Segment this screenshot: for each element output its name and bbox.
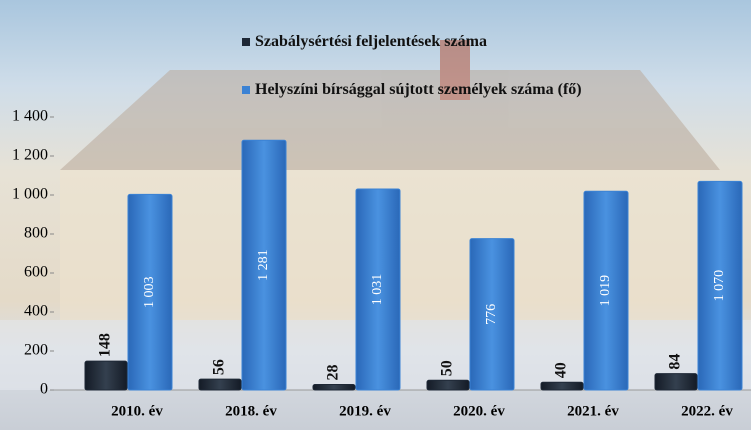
- bar: [697, 180, 743, 391]
- y-tick-label: 1 000: [12, 186, 48, 203]
- y-tick-label: 200: [24, 342, 48, 359]
- y-tick-label: 600: [24, 264, 48, 281]
- bar: [426, 379, 470, 391]
- legend-swatch: [242, 38, 250, 46]
- x-tick-label: 2022. év: [681, 403, 733, 419]
- legend-label: Helyszíni bírsággal sújtott személyek sz…: [255, 81, 582, 98]
- bar: [469, 238, 515, 391]
- x-tick-label: 2020. év: [453, 403, 505, 419]
- y-tick-label: 1 400: [12, 108, 48, 125]
- bar: [583, 190, 629, 391]
- bar: [355, 188, 401, 391]
- y-tick-label: 1 200: [12, 147, 48, 164]
- x-tick-label: 2019. év: [339, 403, 391, 419]
- bar: [127, 193, 173, 391]
- legend-label: Szabálysértési feljelentések száma: [255, 33, 487, 50]
- y-tick-label: 400: [24, 303, 48, 320]
- x-tick-label: 2021. év: [567, 403, 619, 419]
- value-label: 84: [667, 354, 684, 370]
- y-tick-label: 800: [24, 225, 48, 242]
- legend-item: Helyszíni bírsággal sújtott személyek sz…: [242, 80, 627, 100]
- y-tick-label: 0: [40, 381, 48, 398]
- value-label: 1 031: [370, 274, 385, 306]
- x-tick-label: 2010. év: [111, 403, 163, 419]
- legend-item: Szabálysértési feljelentések száma: [242, 32, 627, 52]
- value-label: 1 281: [256, 249, 271, 281]
- bar: [241, 139, 287, 391]
- value-label: 28: [325, 365, 342, 381]
- legend-swatch: [242, 86, 250, 94]
- value-label: 1 019: [598, 275, 613, 307]
- value-label: 148: [97, 333, 114, 357]
- bar: [198, 378, 242, 391]
- value-label: 50: [439, 360, 456, 376]
- value-label: 1 070: [712, 270, 727, 302]
- value-label: 1 003: [142, 276, 157, 308]
- bar: [84, 360, 128, 391]
- bar: [312, 384, 356, 391]
- legend: Szabálysértési feljelentések száma Helysz…: [242, 32, 627, 128]
- x-tick-label: 2018. év: [225, 403, 277, 419]
- value-label: 40: [553, 362, 570, 378]
- bar: [540, 381, 584, 391]
- bar: [654, 373, 698, 391]
- value-label: 776: [484, 304, 499, 325]
- value-label: 56: [211, 359, 228, 375]
